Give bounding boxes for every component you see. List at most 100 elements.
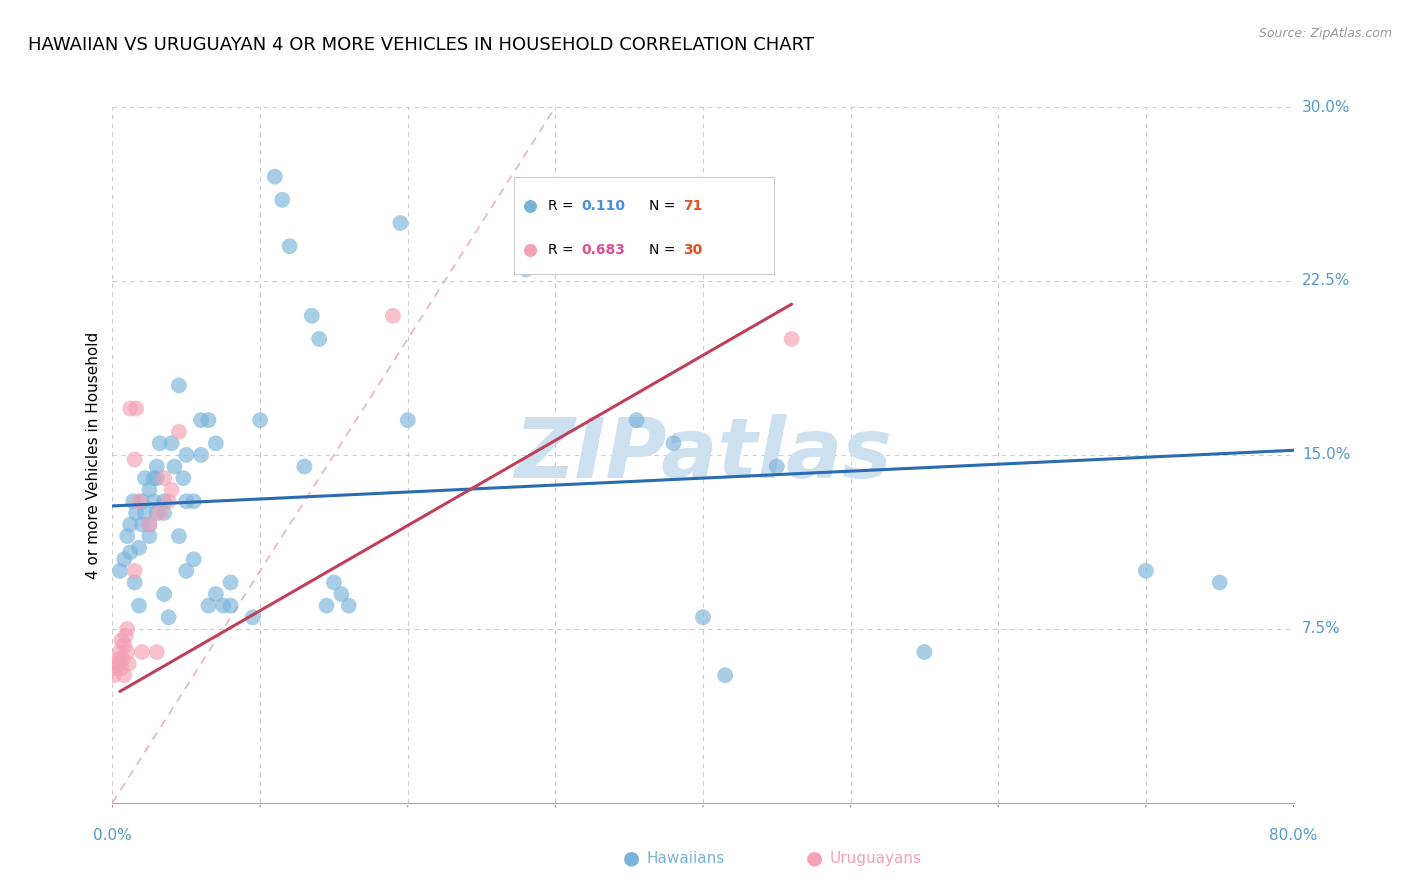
Point [149,506,172,520]
Point [692,610,714,624]
Point [125,506,148,520]
Point [389,216,412,230]
Point [619,251,641,265]
Point [190,448,212,462]
Point [104,657,127,671]
Point [108,645,131,659]
Text: R =: R = [548,199,578,213]
Point [138,517,160,532]
Point [160,436,183,450]
Point [292,459,315,474]
Point [138,483,160,497]
Point [131,494,153,508]
Point [146,645,169,659]
Text: ●: ● [623,848,640,868]
Point [249,413,271,427]
Point [153,494,176,508]
Point [205,436,228,450]
Point [264,169,287,184]
Point [212,599,235,613]
Point [396,413,419,427]
Point [197,599,219,613]
Point [124,575,146,590]
Point [131,645,153,659]
Point [1135,564,1157,578]
Point [780,332,803,346]
Y-axis label: 4 or more Vehicles in Household: 4 or more Vehicles in Household [86,331,101,579]
Point [125,401,148,416]
Text: ZIPatlas: ZIPatlas [515,415,891,495]
Point [134,506,156,520]
Point [142,471,165,485]
Point [183,494,205,508]
Point [626,413,648,427]
Text: 30: 30 [683,243,702,257]
Point [308,332,330,346]
Point [174,494,197,508]
Point [112,552,135,566]
Point [519,243,541,257]
Text: N =: N = [650,243,681,257]
Point [146,471,169,485]
Point [714,668,737,682]
Point [124,452,146,467]
Text: N =: N = [650,199,681,213]
Point [219,575,242,590]
Point [146,459,169,474]
Point [110,633,132,648]
Point [122,494,145,508]
Point [662,436,685,450]
Point [146,506,169,520]
Point [515,262,537,277]
Point [138,529,160,543]
Point [112,668,135,682]
Point [131,517,153,532]
Text: 30.0%: 30.0% [1302,100,1350,114]
Text: R =: R = [548,243,578,257]
Point [172,471,194,485]
Text: 22.5%: 22.5% [1302,274,1350,288]
Point [124,564,146,578]
Point [110,661,132,675]
Point [537,251,560,265]
Point [120,545,142,559]
Text: HAWAIIAN VS URUGUAYAN 4 OR MORE VEHICLES IN HOUSEHOLD CORRELATION CHART: HAWAIIAN VS URUGUAYAN 4 OR MORE VEHICLES… [28,36,814,54]
Point [118,657,141,671]
Point [167,529,190,543]
Point [323,575,346,590]
Point [167,378,190,392]
Point [174,564,197,578]
Point [197,413,219,427]
Point [271,193,294,207]
Point [138,517,160,532]
Point [103,668,125,682]
Text: 15.0%: 15.0% [1302,448,1350,462]
Point [112,638,135,652]
Point [117,529,138,543]
Point [205,587,228,601]
Point [120,517,142,532]
Point [1208,575,1232,590]
Point [315,599,337,613]
Point [157,494,180,508]
Point [114,629,136,643]
Point [278,239,301,253]
Point [183,552,205,566]
Point [153,506,176,520]
Point [330,587,353,601]
Text: 80.0%: 80.0% [1270,828,1317,843]
Text: 71: 71 [683,199,703,213]
Point [163,459,186,474]
Point [766,459,789,474]
Point [108,657,131,671]
Point [914,645,936,659]
Point [190,413,212,427]
Text: Source: ZipAtlas.com: Source: ZipAtlas.com [1258,27,1392,40]
Point [153,587,176,601]
Point [128,541,150,555]
Text: Hawaiians: Hawaiians [647,851,725,865]
Point [107,652,129,666]
Point [142,494,165,508]
Point [117,645,138,659]
Point [111,652,134,666]
